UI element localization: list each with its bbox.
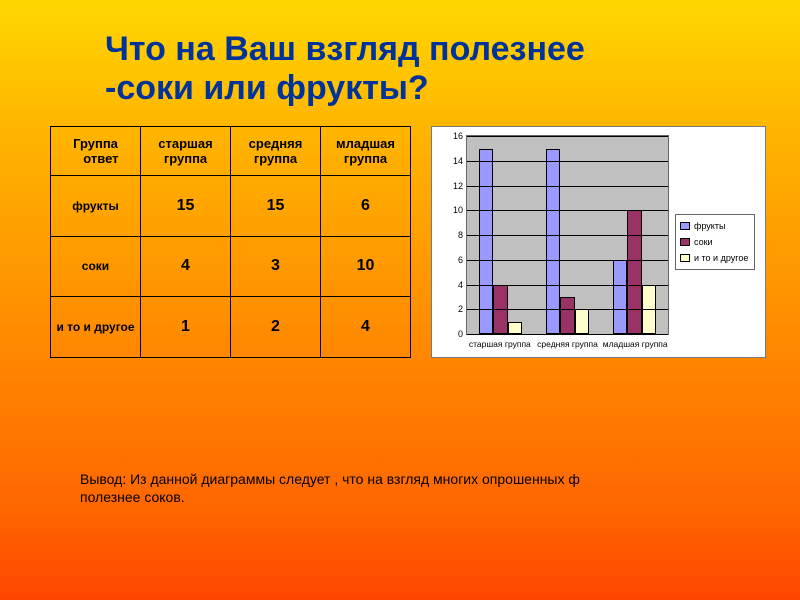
y-tick: 8 [449,230,463,240]
table-cell: 10 [321,236,411,297]
conclusion-text: Вывод: Из данной диаграммы следует , что… [80,470,800,506]
slide-title: Что на Ваш взгляд полезнее -соки или фру… [0,0,650,108]
table-cell: 4 [141,236,231,297]
table-cell: 15 [231,175,321,236]
table-cell: 4 [321,297,411,358]
plot: 0246810121416 старшая группасредняя груп… [466,135,669,349]
bar [479,149,493,335]
gridline [467,186,668,187]
content-row: Группа ответ старшая группа средняя груп… [0,108,800,358]
data-table: Группа ответ старшая группа средняя груп… [50,126,411,358]
y-tick: 0 [449,329,463,339]
gridline [467,235,668,236]
table-cell: 15 [141,175,231,236]
gridline [467,161,668,162]
legend-swatch [680,238,690,246]
table-cell: 1 [141,297,231,358]
x-label: младшая группа [601,339,669,349]
bar [508,322,522,334]
gridline [467,210,668,211]
col-header: младшая группа [321,127,411,176]
gridline [467,136,668,137]
bar [546,149,560,335]
x-labels: старшая группасредняя группамладшая груп… [466,335,669,349]
table-cell: 3 [231,236,321,297]
x-label: средняя группа [534,339,602,349]
gridline [467,260,668,261]
legend-swatch [680,222,690,230]
row-header: фрукты [51,175,141,236]
table-cell: 6 [321,175,411,236]
gridline [467,309,668,310]
bar-chart: 0246810121416 старшая группасредняя груп… [431,126,766,358]
y-axis [442,135,460,349]
y-tick: 6 [449,255,463,265]
legend-item: и то и другое [680,253,750,263]
legend-label: и то и другое [694,253,748,263]
legend: фрукты соки и то и другое [675,214,755,270]
legend-item: фрукты [680,221,750,231]
y-tick: 2 [449,304,463,314]
x-label: старшая группа [466,339,534,349]
y-tick: 14 [449,156,463,166]
col-header: средняя группа [231,127,321,176]
legend-swatch [680,254,690,262]
bar [627,210,641,334]
gridline [467,285,668,286]
gridline [467,334,668,335]
bar [560,297,574,334]
legend-item: соки [680,237,750,247]
table-corner: Группа ответ [51,127,141,176]
row-header: и то и другое [51,297,141,358]
col-header: старшая группа [141,127,231,176]
table-cell: 2 [231,297,321,358]
row-header: соки [51,236,141,297]
legend-label: фрукты [694,221,725,231]
bar [613,260,627,334]
y-tick: 16 [449,131,463,141]
y-tick: 10 [449,205,463,215]
legend-label: соки [694,237,713,247]
bar [575,309,589,334]
plot-area: 0246810121416 [466,135,669,335]
y-tick: 4 [449,280,463,290]
y-tick: 12 [449,181,463,191]
